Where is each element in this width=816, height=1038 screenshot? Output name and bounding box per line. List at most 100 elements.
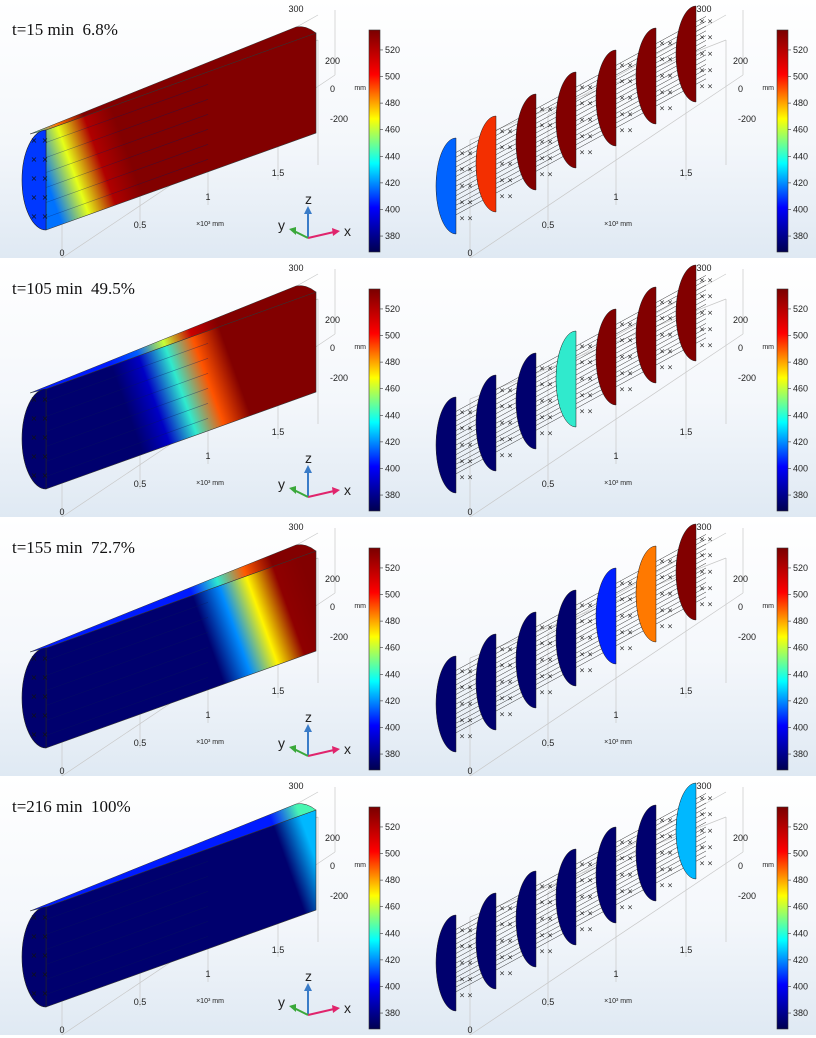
tube-marker: × [507, 127, 513, 135]
x-axis-label: x [344, 223, 351, 239]
y-axis-label: y [278, 217, 285, 233]
tube-marker: × [507, 193, 513, 201]
slice-tube-marks: × ×× ×× ×× ×× × [459, 926, 473, 999]
slice-tube-marks: × ×× ×× ×× ×× × [619, 320, 633, 393]
tube-marker: × [627, 645, 633, 653]
tube-marker: × [42, 730, 49, 739]
tube-marker: × [579, 408, 585, 416]
snapshot-row: × × × × × × × × × × 0 0.5 1 1.5 ×10³ mm 300 200 0 -200 520 5… [0, 259, 816, 517]
colorbar-tick-label: 520 [793, 563, 808, 573]
x-tick-label: 1 [205, 969, 210, 979]
colorbar-tick-label: 380 [793, 1008, 808, 1018]
colorbar-tick-label: 460 [385, 902, 400, 912]
tube-marker: × [627, 579, 633, 587]
tube-marker: × [619, 596, 625, 604]
colorbar-tick-label: 480 [793, 616, 808, 626]
x-tick-label: 1 [613, 969, 618, 979]
tube-streak [45, 144, 209, 203]
tube-marker: × [659, 331, 665, 339]
slice-tube-marks: × ×× ×× ×× ×× × [539, 364, 553, 437]
tube-marker: × [42, 654, 49, 663]
tube-marker: × [699, 17, 705, 25]
tube-marker: × [699, 66, 705, 74]
colorbar-tick-label: 420 [385, 955, 400, 965]
tube-marker: × [619, 871, 625, 879]
tube-marker: × [459, 943, 465, 951]
tube-marker: × [579, 601, 585, 609]
cross-section-slice [635, 286, 657, 384]
tube-marker: × [547, 122, 553, 130]
tube-marker: × [627, 61, 633, 69]
tube-line [455, 543, 707, 681]
colorbar-tick-label: 440 [793, 928, 808, 938]
colorbar-unit-label: mm [762, 603, 774, 610]
slice-view-panel: × × × × × × × × × × × × × × × × × × × × × × × × × × × × × × × × × × × × × × × ×… [408, 259, 816, 517]
tube-marker: × [707, 309, 713, 317]
tube-marker: × [627, 887, 633, 895]
tube-marker: × [507, 144, 513, 152]
tube-marker: × [699, 34, 705, 42]
tube-marker: × [659, 849, 665, 857]
tube-marker: × [627, 855, 633, 863]
tube-marker: × [659, 56, 665, 64]
tube-marker: × [31, 970, 38, 979]
z-top-label: 300 [696, 263, 711, 273]
tube-marker: × [579, 909, 585, 917]
tube-marker: × [42, 395, 49, 404]
tube-marker: × [619, 904, 625, 912]
tube-marker: × [707, 276, 713, 284]
tube-marker: × [619, 645, 625, 653]
tube-marker: × [459, 975, 465, 983]
tube-marker: × [587, 667, 593, 675]
tube-line [455, 25, 707, 163]
tube-line [455, 553, 707, 690]
tube-marker: × [459, 474, 465, 482]
tube-marker: × [31, 932, 38, 941]
tube-line [455, 586, 707, 724]
x-tick-label: 0.5 [542, 997, 555, 1007]
tube-marker: × [667, 39, 673, 47]
tube-line [455, 308, 707, 446]
tube-marker: × [707, 325, 713, 333]
tube-marker: × [42, 155, 49, 164]
tube-streak [45, 373, 209, 432]
x-arrow-head [332, 746, 340, 754]
tube-marker: × [587, 149, 593, 157]
colorbar-tick-label: 480 [385, 875, 400, 885]
tube-marker: × [699, 843, 705, 851]
tube-marker: × [707, 827, 713, 835]
tube-marker: × [499, 193, 505, 201]
x-unit-label: ×10³ mm [196, 998, 224, 1005]
solid-side-face [45, 32, 317, 231]
tube-marker: × [547, 397, 553, 405]
tube-marker: × [699, 601, 705, 609]
z-tick-label: 0 [330, 84, 335, 94]
tube-marker: × [667, 865, 673, 873]
tube-markers: × × × × × × × × × × [31, 654, 49, 739]
tube-marker: × [467, 166, 473, 174]
z-tick-label: 200 [733, 833, 748, 843]
tube-marker: × [579, 83, 585, 91]
tube-streaks [45, 602, 209, 736]
colorbar-tick-label: 380 [385, 749, 400, 759]
time-progress-label: t=216 min 100% [12, 797, 131, 816]
tube-marker: × [467, 441, 473, 449]
colorbar-tick-label: 400 [385, 722, 400, 732]
z-top-label: 300 [288, 781, 303, 791]
colorbar-tick-label: 440 [385, 928, 400, 938]
tube-marker: × [659, 298, 665, 306]
tube-marker: × [42, 212, 49, 221]
tube-marker: × [699, 568, 705, 576]
tube-marker: × [579, 667, 585, 675]
solid-view-panel: × × × × × × × × × × 0 0.5 1 1.5 ×10³ mm 300 200 0 -200 520 5… [0, 518, 408, 776]
solid-end-cap [21, 647, 47, 749]
slice-tube-marks: × ×× ×× ×× ×× × [619, 579, 633, 652]
tube-marker: × [667, 315, 673, 323]
tube-marker: × [619, 78, 625, 86]
x-tick-label: 1.5 [680, 427, 693, 437]
tube-marker: × [42, 452, 49, 461]
tube-marker: × [42, 989, 49, 998]
tube-marker: × [619, 628, 625, 636]
colorbar-tick-label: 400 [793, 981, 808, 991]
x-tick-label: 1.5 [272, 427, 285, 437]
